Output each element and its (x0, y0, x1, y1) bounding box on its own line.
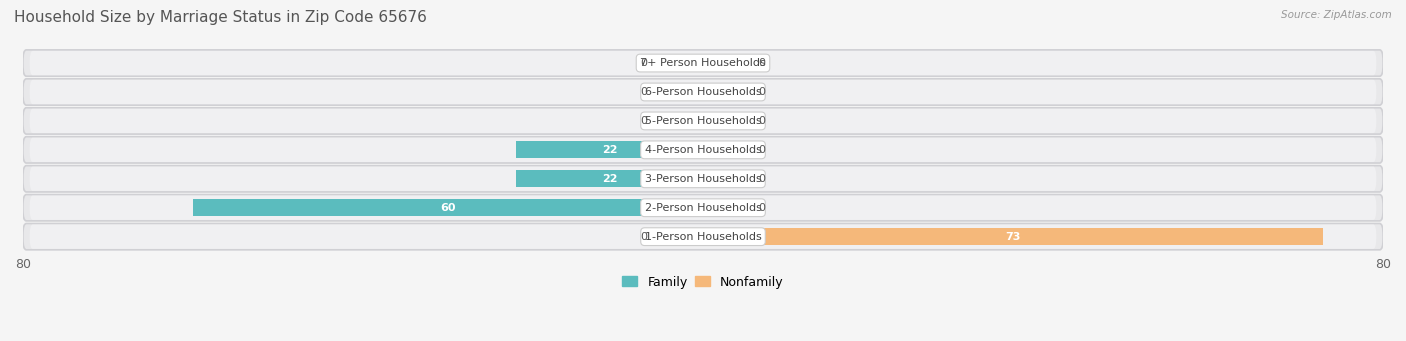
Text: 22: 22 (602, 174, 617, 184)
FancyBboxPatch shape (30, 80, 1376, 104)
Bar (516, 142, 703, 158)
FancyBboxPatch shape (22, 79, 1384, 105)
Legend: Family, Nonfamily: Family, Nonfamily (617, 271, 789, 294)
Text: 60: 60 (440, 203, 456, 213)
Text: 0: 0 (758, 58, 765, 68)
FancyBboxPatch shape (30, 138, 1376, 162)
Bar (703, 170, 745, 187)
Bar (703, 113, 745, 129)
Bar (661, 55, 703, 72)
Text: 1-Person Households: 1-Person Households (644, 232, 762, 242)
Bar (661, 228, 703, 245)
Text: 0: 0 (641, 232, 648, 242)
Bar (703, 142, 745, 158)
Bar (516, 170, 703, 187)
Text: 0: 0 (641, 58, 648, 68)
FancyBboxPatch shape (22, 50, 1384, 76)
FancyBboxPatch shape (30, 51, 1376, 75)
Text: 2-Person Households: 2-Person Households (644, 203, 762, 213)
Text: 4-Person Households: 4-Person Households (644, 145, 762, 155)
FancyBboxPatch shape (30, 167, 1376, 191)
Text: 0: 0 (641, 116, 648, 126)
FancyBboxPatch shape (22, 108, 1384, 134)
Text: 73: 73 (1005, 232, 1021, 242)
Text: 7+ Person Households: 7+ Person Households (640, 58, 766, 68)
Bar (703, 199, 745, 216)
Text: Source: ZipAtlas.com: Source: ZipAtlas.com (1281, 10, 1392, 20)
Bar (703, 228, 1323, 245)
Text: 22: 22 (602, 145, 617, 155)
FancyBboxPatch shape (30, 224, 1376, 249)
FancyBboxPatch shape (22, 223, 1384, 250)
Text: 5-Person Households: 5-Person Households (644, 116, 762, 126)
FancyBboxPatch shape (30, 196, 1376, 220)
Text: 0: 0 (758, 87, 765, 97)
FancyBboxPatch shape (22, 195, 1384, 221)
Text: Household Size by Marriage Status in Zip Code 65676: Household Size by Marriage Status in Zip… (14, 10, 427, 25)
FancyBboxPatch shape (22, 166, 1384, 192)
Bar (661, 84, 703, 100)
Bar (703, 84, 745, 100)
FancyBboxPatch shape (22, 137, 1384, 163)
Text: 0: 0 (758, 174, 765, 184)
Text: 0: 0 (758, 145, 765, 155)
Text: 3-Person Households: 3-Person Households (644, 174, 762, 184)
Bar (193, 199, 703, 216)
Text: 0: 0 (758, 203, 765, 213)
Text: 6-Person Households: 6-Person Households (644, 87, 762, 97)
Text: 0: 0 (641, 87, 648, 97)
Text: 0: 0 (758, 116, 765, 126)
FancyBboxPatch shape (30, 109, 1376, 133)
Bar (661, 113, 703, 129)
Bar (703, 55, 745, 72)
